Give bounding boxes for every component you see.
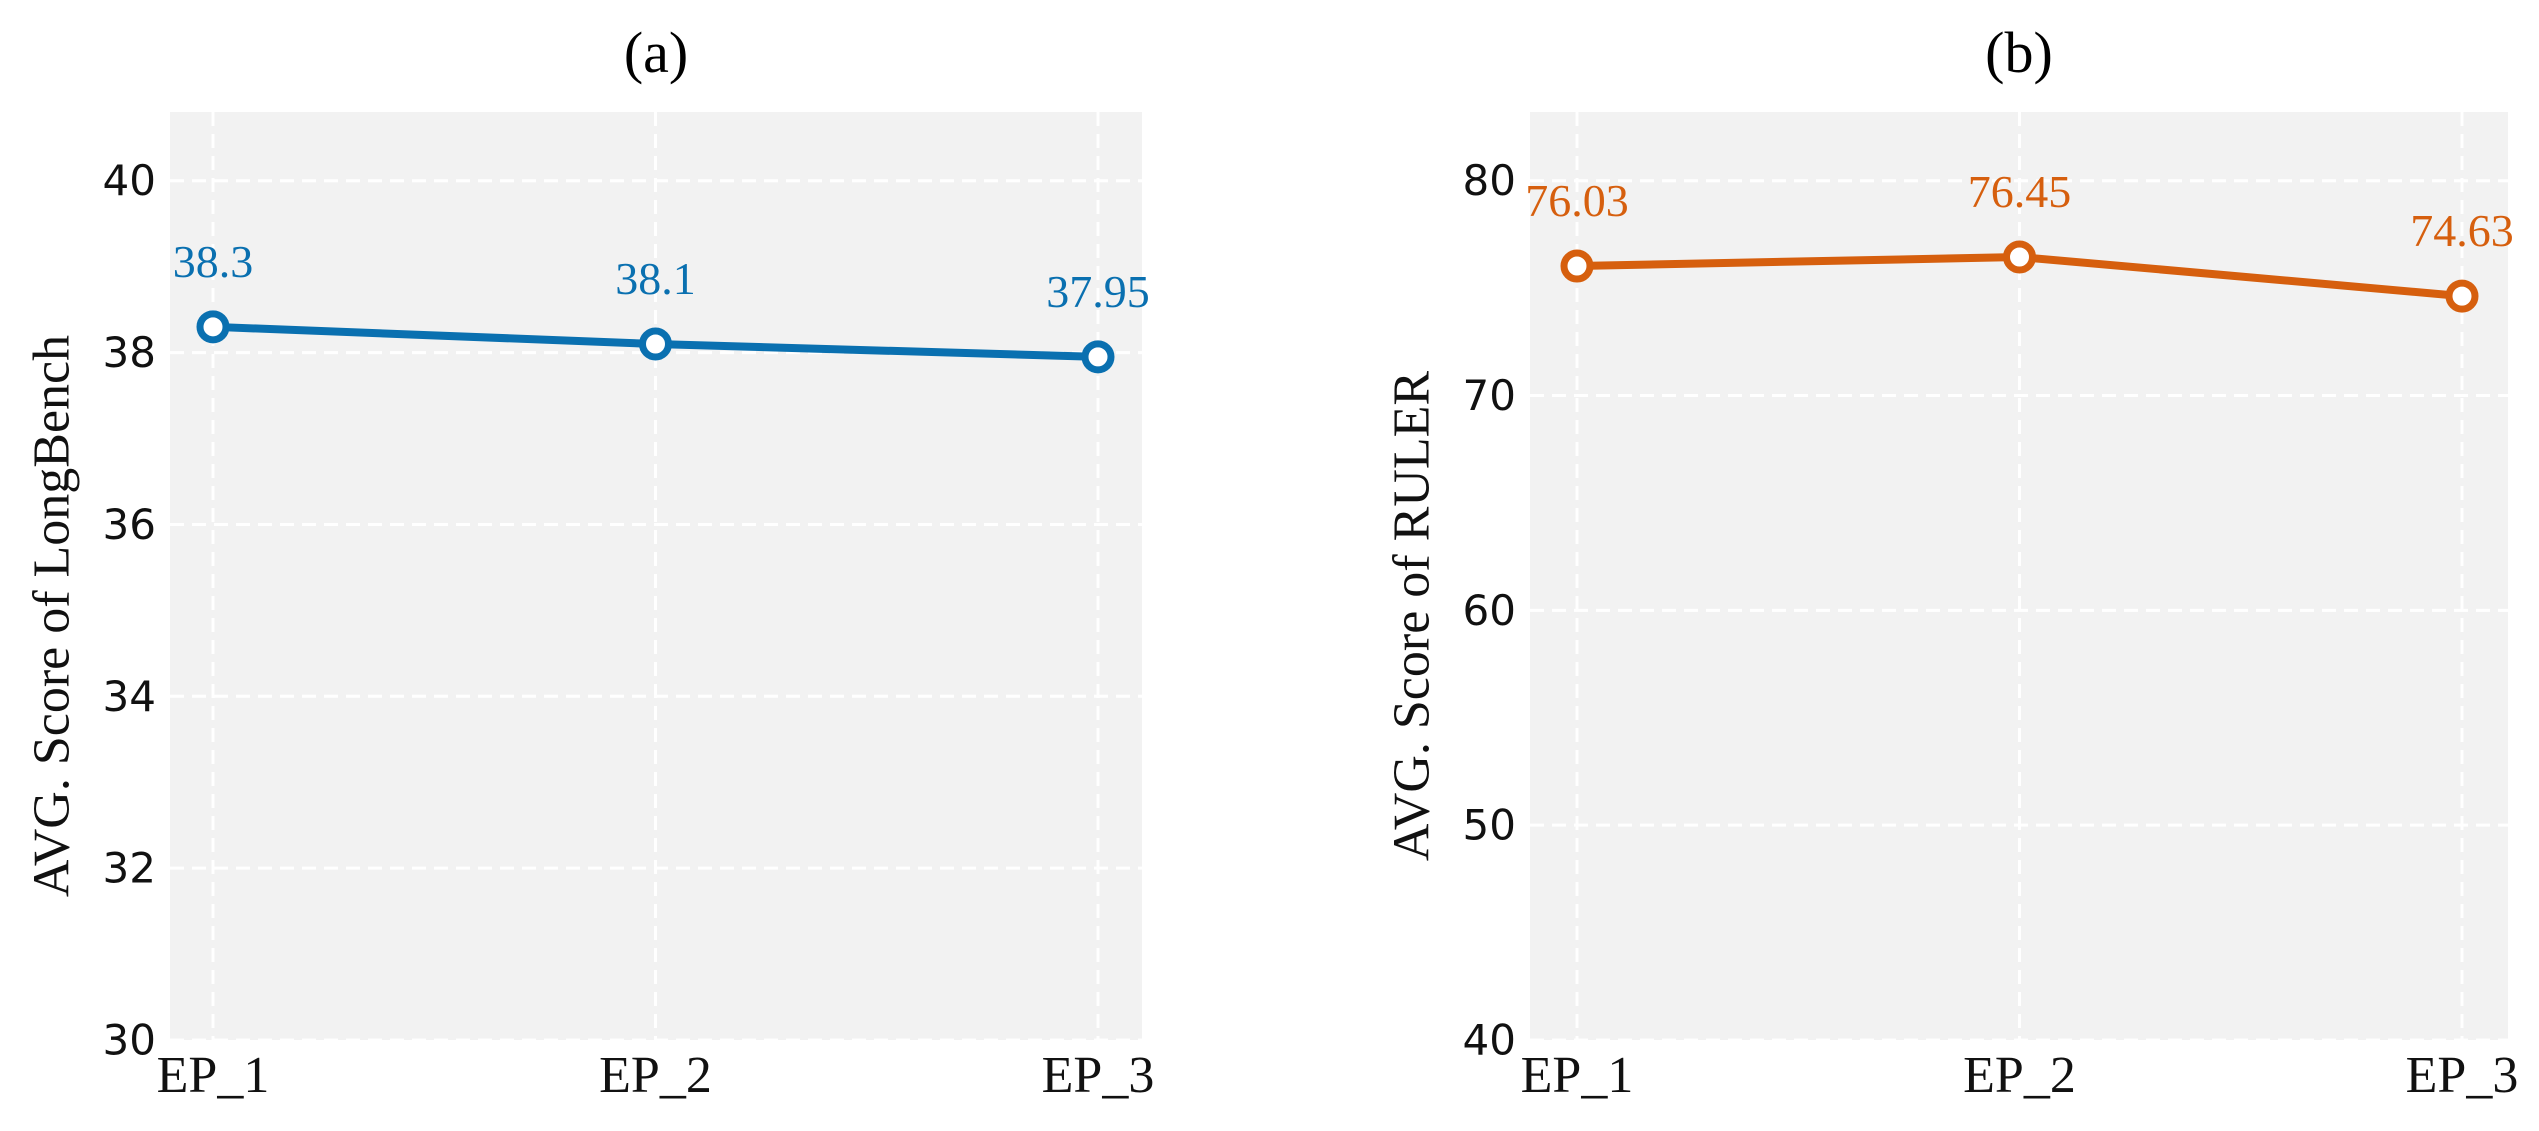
y-axis-label: AVG. Score of LongBench	[24, 335, 81, 897]
y-tick-label: 32	[103, 844, 156, 893]
y-tick-label: 40	[1463, 1016, 1516, 1065]
panel-a: (a) AVG. Score of LongBench 30 32 34 36 38 40 EP…	[24, 20, 1155, 1104]
x-tick-label: EP_2	[599, 1047, 712, 1104]
x-tick-label: EP_2	[1963, 1047, 2076, 1104]
y-tick-label: 38	[103, 328, 156, 377]
data-label: 76.45	[1968, 166, 2072, 217]
data-label: 37.95	[1046, 266, 1150, 317]
y-tick-label: 36	[103, 500, 156, 549]
data-label: 38.1	[615, 253, 696, 304]
x-tick-label: EP_1	[157, 1047, 270, 1104]
data-point	[2445, 279, 2479, 313]
x-tick-label: EP_3	[1042, 1047, 1155, 1104]
data-point	[2003, 240, 2036, 274]
data-label: 38.3	[173, 236, 254, 287]
y-tick-label: 70	[1463, 371, 1516, 420]
y-tick-label: 50	[1463, 801, 1516, 850]
y-tick-label: 34	[103, 672, 156, 721]
x-tick-label: EP_3	[2406, 1047, 2519, 1104]
y-tick-label: 60	[1463, 586, 1516, 635]
data-point	[196, 310, 230, 344]
panel-b: (b) AVG. Score of RULER 40 50 60 70 80 EP_1 EP_2…	[1384, 20, 2519, 1104]
data-point	[639, 327, 672, 361]
data-point	[1560, 249, 1594, 283]
x-tick-label: EP_1	[1521, 1047, 1634, 1104]
y-tick-label: 30	[103, 1016, 156, 1065]
y-axis-label: AVG. Score of RULER	[1384, 371, 1441, 861]
data-label: 74.63	[2410, 205, 2514, 256]
chart-title: (b)	[1985, 20, 2053, 85]
y-tick-label: 40	[103, 156, 156, 205]
chart-title: (a)	[624, 20, 688, 85]
data-point	[1081, 340, 1115, 374]
y-tick-label: 80	[1463, 156, 1516, 205]
data-label: 76.03	[1525, 175, 1629, 226]
